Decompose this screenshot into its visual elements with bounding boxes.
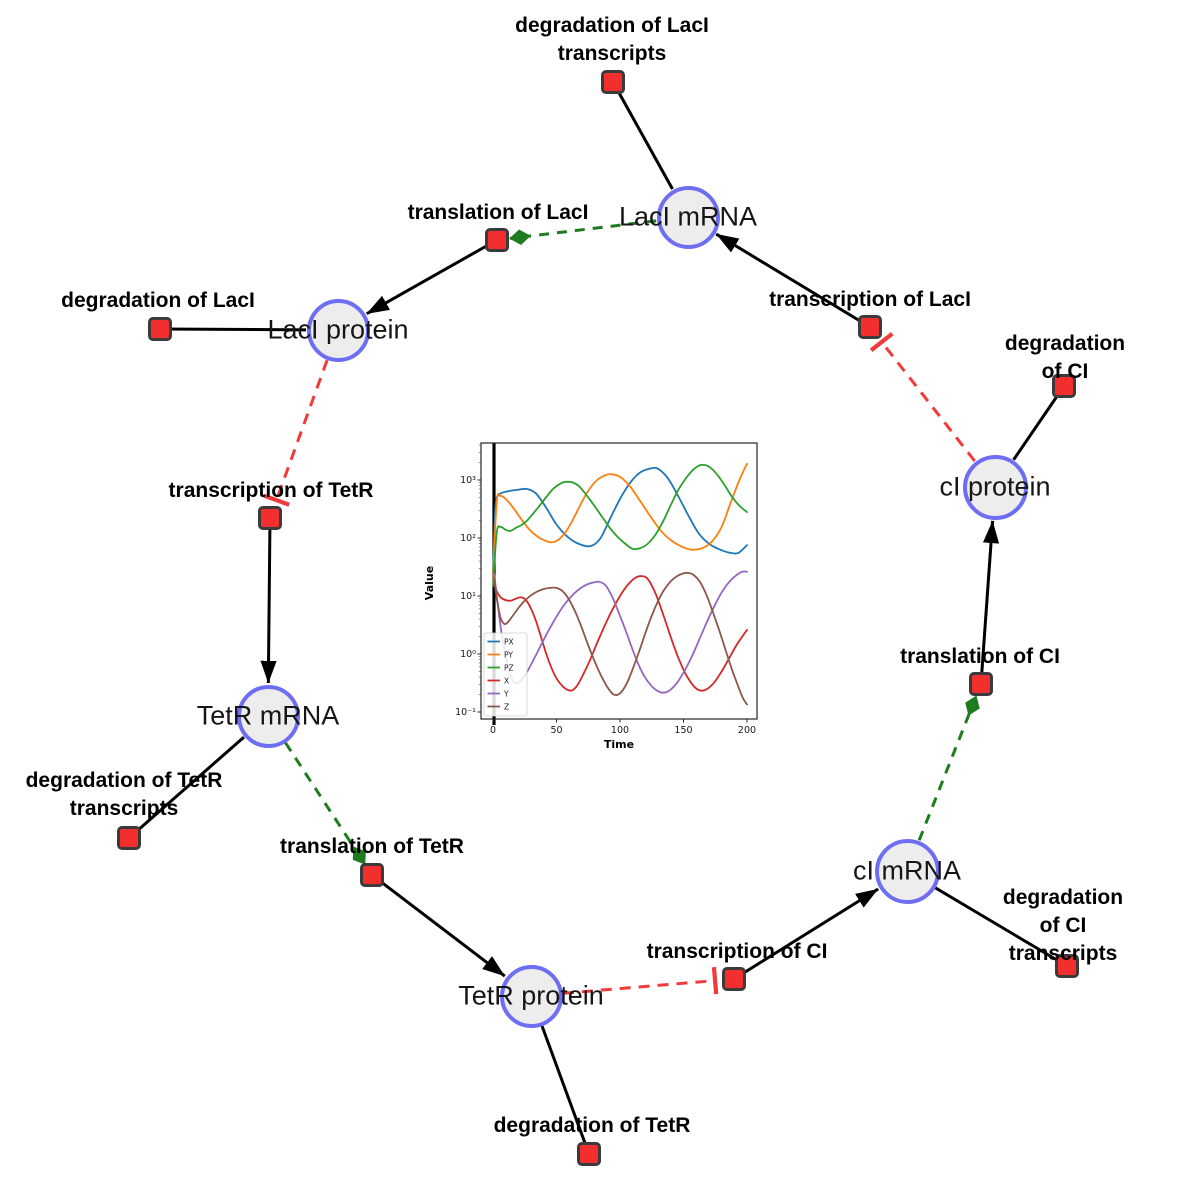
reaction-label-deg_tetr: degradation of TetR [493, 1114, 691, 1137]
chart-legend: PX PY PZ XYZ [483, 632, 528, 717]
legend-label-PX: PX [504, 637, 514, 646]
species-label-tetr_protein: TetR protein [458, 980, 604, 1011]
reaction-node-txn_laci[interactable] [858, 315, 882, 339]
species-label-ci_protein: cI protein [939, 471, 1051, 502]
species-label-ci_mrna: cI mRNA [853, 855, 961, 886]
edge-laci_mrna-transl_laci [509, 219, 657, 245]
series-PZ [492, 463, 748, 587]
reaction-label-transl_ci: translation of CI [900, 645, 1060, 668]
y-tick-label: 10⁰ [460, 649, 476, 660]
species-node-ci_mrna[interactable] [874, 838, 940, 904]
edge-ci_protein-deg_ci [1012, 385, 1066, 461]
series-Z [493, 571, 748, 706]
edge-laci_protein-txn_tetr [263, 359, 329, 507]
reaction-label-txn_ci: transcription of CI [646, 940, 828, 963]
series-PY [492, 462, 748, 580]
edge-laci_mrna-deg_laci_tx [611, 81, 674, 190]
species-node-tetr_protein[interactable] [499, 964, 563, 1028]
reaction-node-transl_tetr[interactable] [360, 863, 384, 887]
edge-ci_mrna-deg_ci_tx [934, 886, 1068, 968]
edge-txn_laci-laci_mrna [715, 232, 871, 329]
species-label-laci_protein: LacI protein [267, 314, 409, 345]
legend-label-PY: PY [504, 650, 513, 659]
x-tick-label: 0 [490, 725, 496, 736]
reaction-label-transl_laci: translation of LacI [407, 201, 589, 224]
species-label-tetr_mrna: TetR mRNA [196, 700, 340, 731]
edge-txn_ci-ci_mrna [733, 887, 879, 981]
series-PX [492, 466, 748, 574]
edge-laci_protein-deg_laci [159, 327, 307, 332]
reaction-label-transl_tetr: translation of TetR [280, 835, 464, 858]
species-label-laci_mrna: LacI mRNA [618, 201, 758, 232]
species-node-ci_protein[interactable] [962, 454, 1028, 520]
reaction-label-deg_ci: degradation of CI [1004, 332, 1126, 383]
x-tick-label: 100 [611, 725, 629, 736]
legend-label-X: X [504, 676, 509, 685]
reaction-node-deg_laci[interactable] [148, 317, 172, 341]
reaction-label-deg_laci: degradation of LacI [61, 289, 255, 312]
edge-ci_protein-txn_laci [869, 332, 976, 462]
y-tick-label: 10² [460, 533, 476, 544]
chart-x-axis-label: Time [604, 738, 634, 751]
species-node-laci_mrna[interactable] [656, 185, 720, 249]
edge-tetr_mrna-transl_tetr [284, 741, 367, 865]
edge-txn_tetr-tetr_mrna [260, 517, 277, 684]
species-node-laci_protein[interactable] [306, 298, 370, 362]
reaction-label-txn_tetr: transcription of TetR [168, 479, 374, 502]
x-tick-label: 150 [674, 725, 692, 736]
reaction-node-deg_ci_tx[interactable] [1055, 954, 1079, 978]
edge-tetr_mrna-deg_tetr_tx [128, 735, 245, 840]
reaction-label-deg_laci_tx: degradation of LacI transcripts [515, 14, 709, 65]
y-tick-label: 10³ [460, 475, 476, 486]
chart-frame [480, 442, 758, 720]
reaction-node-txn_tetr[interactable] [258, 506, 282, 530]
y-tick-label: 10⁻¹ [455, 707, 476, 718]
reaction-node-deg_laci_tx[interactable] [601, 70, 625, 94]
legend-label-Z: Z [504, 702, 509, 711]
inset-chart: 0 50 100 150 20010⁻¹10⁰10¹10²10³TimeValuePXP… [423, 442, 758, 751]
reaction-label-deg_ci_tx: degradation of CI transcripts [1002, 886, 1124, 965]
x-tick-label: 50 [550, 725, 562, 736]
reaction-node-transl_ci[interactable] [969, 672, 993, 696]
series-Y [493, 570, 748, 694]
reaction-node-deg_ci[interactable] [1052, 374, 1076, 398]
reaction-node-txn_ci[interactable] [722, 967, 746, 991]
y-tick-label: 10¹ [460, 591, 476, 602]
species-node-tetr_mrna[interactable] [236, 684, 300, 748]
edge-transl_tetr-tetr_protein [371, 873, 506, 978]
reaction-node-deg_tetr[interactable] [577, 1142, 601, 1166]
reaction-node-transl_laci[interactable] [485, 228, 509, 252]
edge-transl_ci-ci_protein [979, 520, 1000, 685]
edge-ci_mrna-transl_ci [917, 695, 980, 841]
chart-y-axis-label: Value [423, 566, 436, 600]
legend-label-Y: Y [503, 689, 509, 698]
legend-label-PZ: PZ [504, 663, 514, 672]
edge-transl_laci-laci_protein [365, 238, 498, 316]
reaction-label-deg_tetr_tx: degradation of TetR transcripts [25, 769, 223, 820]
edge-tetr_protein-txn_ci [562, 966, 719, 995]
x-tick-label: 200 [738, 725, 756, 736]
reaction-node-deg_tetr_tx[interactable] [117, 826, 141, 850]
edge-tetr_protein-deg_tetr [540, 1025, 591, 1155]
reaction-label-txn_laci: transcription of LacI [769, 288, 971, 311]
series-X [493, 575, 748, 692]
